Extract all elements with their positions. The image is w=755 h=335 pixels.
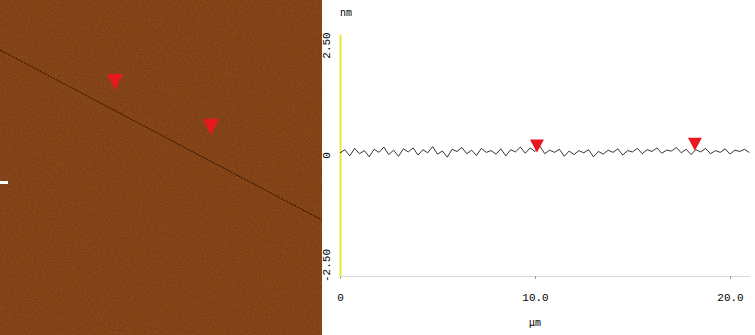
image-tick xyxy=(0,181,8,184)
plot-area xyxy=(340,138,750,157)
cursor xyxy=(688,138,702,151)
x-tick: 0 xyxy=(337,276,344,304)
x-axis: 0 10.0 20.0 xyxy=(337,276,750,304)
y-axis-line xyxy=(340,35,342,277)
section-line xyxy=(0,50,322,220)
figure: 0 10.0 20.0 -2.50 0 2.50 nm μm xyxy=(0,0,755,335)
x-tick-label: 10.0 xyxy=(522,292,548,304)
y-tick-label: -2.50 xyxy=(321,249,333,282)
x-tick: 20.0 xyxy=(717,276,743,304)
x-tick: 10.0 xyxy=(522,276,548,304)
y-tick: 0 xyxy=(321,152,340,159)
profile-line xyxy=(340,146,750,157)
height-image xyxy=(0,0,322,335)
image-texture xyxy=(0,0,322,335)
y-axis-title: nm xyxy=(340,8,352,19)
y-tick: -2.50 xyxy=(321,249,340,282)
y-tick-label: 0 xyxy=(321,152,333,159)
image-cursor xyxy=(107,74,123,90)
x-tick-mark xyxy=(535,276,536,279)
x-tick-label: 20.0 xyxy=(717,292,743,304)
image-cursor xyxy=(203,119,219,135)
image-ground xyxy=(0,0,322,335)
x-tick-mark xyxy=(730,276,731,279)
x-axis-title: μm xyxy=(529,318,541,329)
y-tick-label: 2.50 xyxy=(321,32,333,58)
cursor xyxy=(530,139,544,152)
y-tick: 2.50 xyxy=(321,32,340,58)
x-axis-line xyxy=(341,276,751,277)
y-axis: -2.50 0 2.50 xyxy=(321,32,341,282)
x-tick-label: 0 xyxy=(337,292,344,304)
